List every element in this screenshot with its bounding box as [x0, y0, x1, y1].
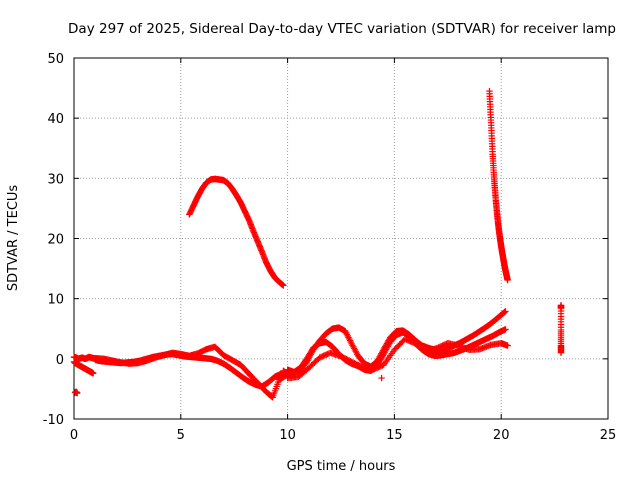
chart-title: Day 297 of 2025, Sidereal Day-to-day VTE… [68, 21, 616, 37]
data-point [280, 282, 287, 289]
y-tick-label: 20 [47, 233, 64, 248]
y-axis-label: SDTVAR / TECUs [6, 185, 21, 292]
series-middle-2 [284, 326, 509, 376]
y-tick-label: 30 [47, 172, 64, 187]
series-background-2 [92, 343, 289, 401]
series-outlier-mid [378, 374, 385, 382]
data-point [557, 349, 565, 357]
x-tick-label: 0 [70, 428, 78, 443]
x-tick-label: 20 [493, 428, 510, 443]
y-tick-label: 50 [47, 52, 64, 67]
data-point [504, 342, 511, 349]
x-tick-label: 5 [177, 428, 185, 443]
data-point [74, 389, 81, 397]
data-point [504, 276, 511, 284]
data-points [70, 87, 565, 401]
series-outlier-start [71, 388, 81, 397]
series-arc-early-2 [70, 353, 99, 363]
series-arc-early-1 [70, 358, 97, 377]
data-point [502, 326, 509, 333]
series-middle-3 [284, 335, 511, 382]
axis-ticks: 0 5 10 15 20 25 -10 0 10 20 30 40 50 [43, 52, 617, 443]
data-point [502, 308, 509, 315]
series-hump-1 [186, 175, 287, 289]
x-tick-label: 10 [279, 428, 296, 443]
y-tick-label: 10 [47, 293, 64, 308]
x-axis-label: GPS time / hours [287, 459, 396, 474]
series-late-cluster [557, 302, 565, 357]
grid [74, 58, 608, 419]
x-tick-label: 25 [600, 428, 617, 443]
x-tick-label: 15 [386, 428, 403, 443]
data-point [501, 308, 508, 316]
y-tick-label: -10 [43, 413, 64, 428]
series-spike-late [486, 87, 511, 284]
data-point [378, 374, 385, 382]
y-tick-label: 40 [47, 112, 64, 127]
data-point [90, 370, 97, 377]
y-tick-label: 0 [56, 353, 64, 368]
